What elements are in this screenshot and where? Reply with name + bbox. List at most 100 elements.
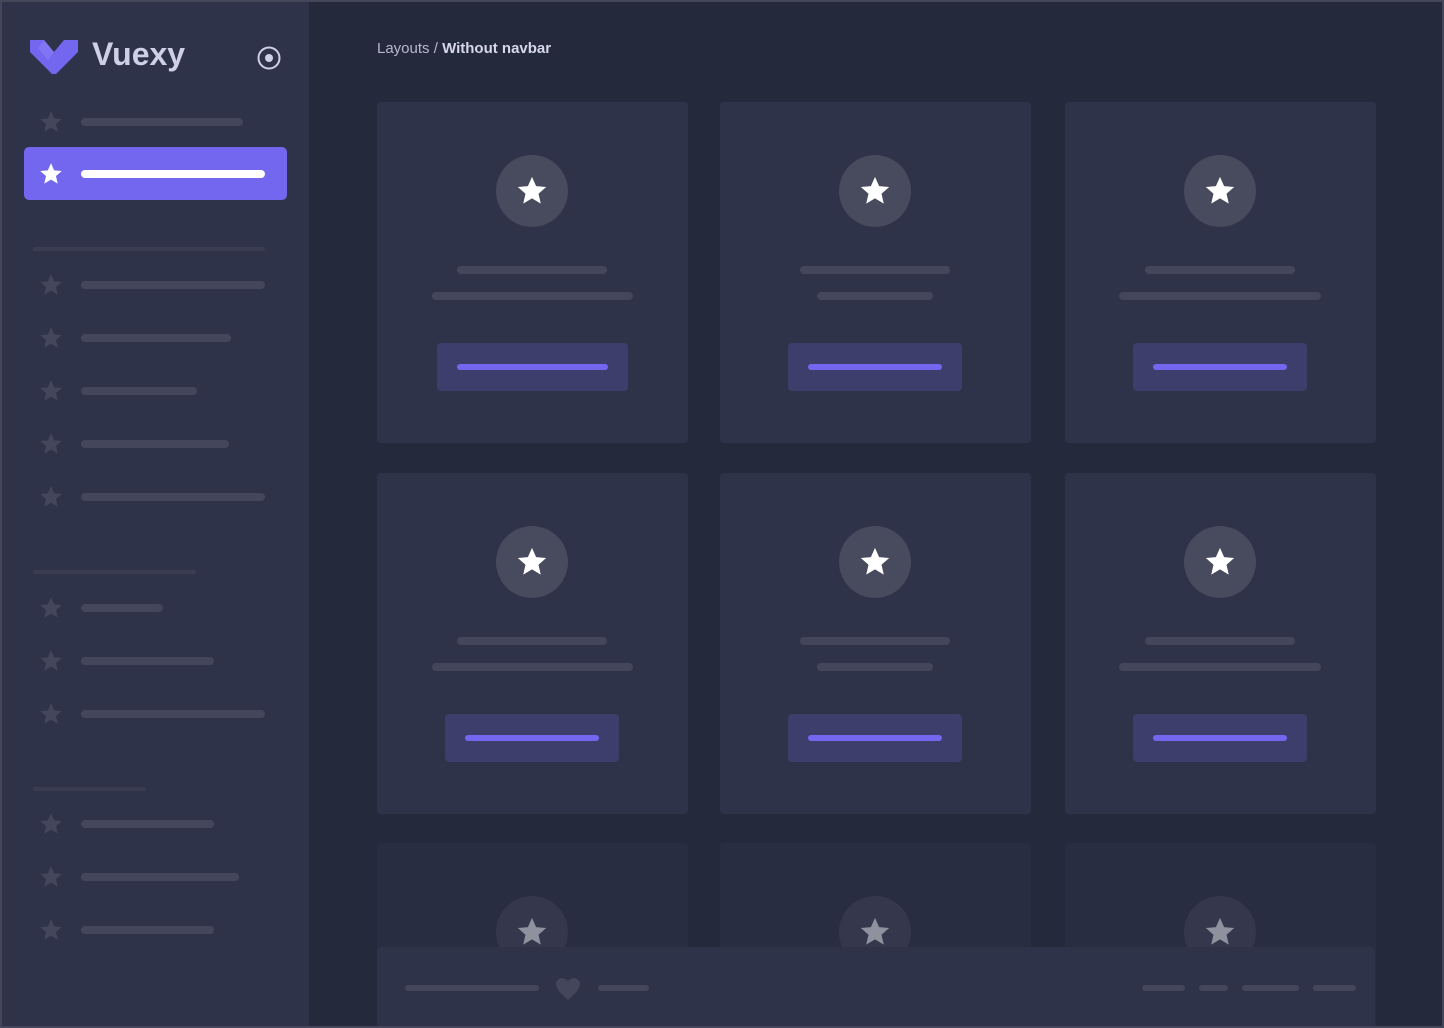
star-icon [40, 650, 62, 671]
star-icon [40, 703, 62, 724]
star-icon [1205, 176, 1235, 204]
section-divider [33, 247, 265, 251]
nav-item-label [81, 334, 231, 342]
card [1065, 473, 1376, 814]
nav-item[interactable] [2, 428, 302, 460]
card-avatar [1184, 155, 1256, 227]
card-avatar [839, 155, 911, 227]
footer-copyright [405, 985, 539, 991]
star-icon [40, 813, 62, 834]
star-icon [40, 597, 62, 618]
sidebar: Vuexy [2, 2, 309, 1026]
section-divider [33, 570, 196, 574]
nav-item[interactable] [2, 375, 302, 407]
star-icon [40, 486, 62, 507]
footer [377, 947, 1375, 1026]
card-button-label [808, 735, 942, 741]
card-subtitle [432, 663, 633, 671]
star-icon [517, 547, 547, 575]
nav-item-label [81, 873, 239, 881]
nav-item[interactable] [2, 914, 302, 946]
card-button-label [1153, 735, 1287, 741]
card-button[interactable] [788, 714, 962, 762]
footer-link[interactable] [1313, 985, 1356, 991]
breadcrumb-current: Without navbar [442, 40, 552, 57]
card-title [457, 266, 607, 274]
star-icon [517, 176, 547, 204]
star-icon [1205, 917, 1235, 945]
breadcrumb: Layouts / Without navbar [377, 40, 551, 57]
card-button[interactable] [788, 343, 962, 391]
vuexy-logo [30, 40, 78, 74]
nav-item-label [81, 493, 265, 501]
star-icon [40, 433, 62, 454]
section-divider [33, 787, 146, 791]
star-icon [40, 111, 62, 132]
footer-link[interactable] [1142, 985, 1185, 991]
card-button-label [1153, 364, 1287, 370]
nav-item[interactable] [2, 645, 302, 677]
card-subtitle [1119, 292, 1321, 300]
star-icon [517, 917, 547, 945]
card-subtitle [817, 663, 933, 671]
footer-link[interactable] [1199, 985, 1228, 991]
card-avatar [496, 526, 568, 598]
card-avatar [496, 155, 568, 227]
breadcrumb-separator: / [429, 40, 443, 57]
card-subtitle [432, 292, 633, 300]
star-icon [40, 327, 62, 348]
card-button[interactable] [1133, 343, 1307, 391]
card-button-label [465, 735, 599, 741]
card-button[interactable] [437, 343, 628, 391]
heart-icon [556, 978, 580, 1000]
card-title [1145, 637, 1295, 645]
nav-item[interactable] [2, 592, 302, 624]
nav-item[interactable] [2, 269, 302, 301]
nav-item[interactable] [2, 861, 302, 893]
card-subtitle [817, 292, 933, 300]
app-name: Vuexy [92, 36, 186, 72]
star-icon [40, 919, 62, 940]
card [720, 102, 1031, 443]
card-avatar [839, 526, 911, 598]
footer-author [598, 985, 649, 991]
radio-circle-icon[interactable] [256, 45, 282, 71]
star-icon [40, 274, 62, 295]
nav-item-label [81, 170, 265, 178]
card [1065, 102, 1376, 443]
nav-item-active[interactable] [24, 147, 287, 200]
nav-item-label [81, 118, 243, 126]
card-title [800, 637, 950, 645]
nav-item[interactable] [2, 106, 302, 138]
card-title [800, 266, 950, 274]
nav-item-label [81, 281, 265, 289]
nav-item[interactable] [2, 481, 302, 513]
card-button-label [808, 364, 942, 370]
star-icon [860, 917, 890, 945]
nav-item-label [81, 440, 229, 448]
card-button-label [457, 364, 608, 370]
star-icon [40, 163, 62, 184]
nav-item-label [81, 820, 214, 828]
nav-item[interactable] [2, 808, 302, 840]
card-title [1145, 266, 1295, 274]
star-icon [1205, 547, 1235, 575]
card-avatar [1184, 526, 1256, 598]
star-icon [860, 547, 890, 575]
card [377, 102, 688, 443]
card-button[interactable] [1133, 714, 1307, 762]
breadcrumb-parent[interactable]: Layouts [377, 40, 430, 57]
star-icon [40, 866, 62, 887]
card [720, 473, 1031, 814]
card-subtitle [1119, 663, 1321, 671]
nav-item[interactable] [2, 322, 302, 354]
footer-link[interactable] [1242, 985, 1299, 991]
card-button[interactable] [445, 714, 619, 762]
star-icon [860, 176, 890, 204]
nav-item-label [81, 657, 214, 665]
nav-item-label [81, 387, 197, 395]
nav-item-label [81, 710, 265, 718]
nav-item[interactable] [2, 698, 302, 730]
nav-item-label [81, 926, 214, 934]
